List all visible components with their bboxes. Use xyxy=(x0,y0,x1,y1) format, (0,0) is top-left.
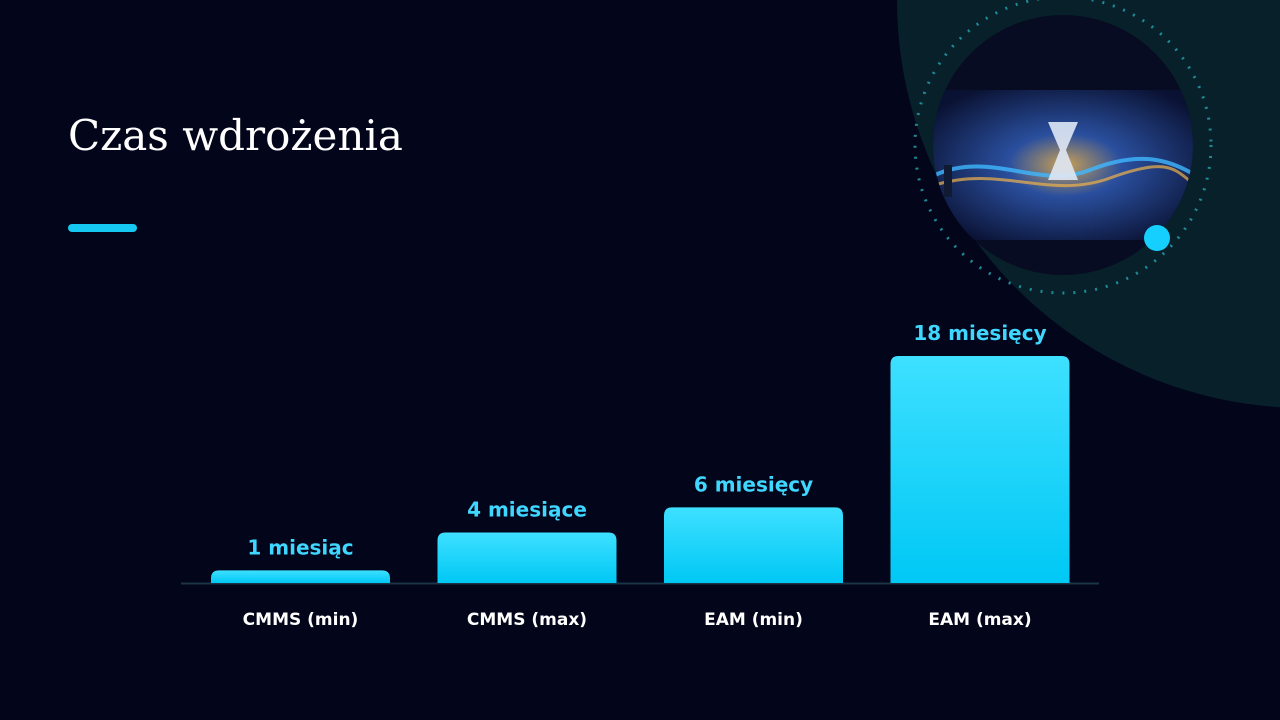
accent-bar xyxy=(68,224,137,232)
category-label: EAM (min) xyxy=(704,610,803,630)
bar xyxy=(664,507,843,583)
bar xyxy=(890,356,1070,583)
dotted-ring xyxy=(913,0,1213,295)
bar xyxy=(211,570,390,583)
accent-dot xyxy=(1144,225,1170,251)
value-label: 6 miesięcy xyxy=(694,472,813,496)
value-label: 4 miesiące xyxy=(467,498,587,522)
value-label: 18 miesięcy xyxy=(913,321,1046,345)
value-label: 1 miesiąc xyxy=(247,535,353,559)
slide-title: Czas wdrożenia xyxy=(68,111,403,160)
category-label: EAM (max) xyxy=(928,610,1031,630)
bar xyxy=(437,532,617,583)
category-label: CMMS (min) xyxy=(243,610,359,630)
category-label: CMMS (max) xyxy=(467,610,587,630)
hero-image xyxy=(933,15,1193,275)
